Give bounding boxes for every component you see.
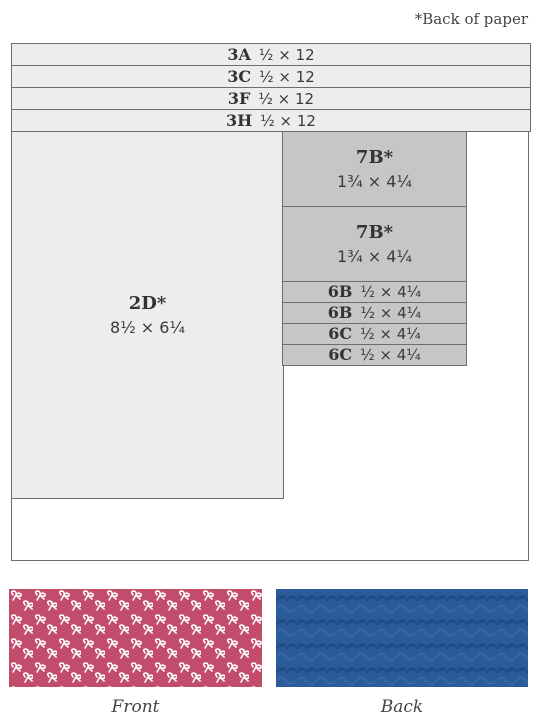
strip-3c: 3C ½ × 12 <box>11 65 531 88</box>
strip-3h: 3H ½ × 12 <box>11 109 531 132</box>
piece-7b-second: 7B* 1¾ × 4¼ <box>282 206 467 282</box>
piece-6b-first: 6B ½ × 4¼ <box>282 281 467 303</box>
piece-code: 7B* <box>355 221 394 243</box>
piece-dimension: ½ × 12 <box>259 67 315 86</box>
piece-dimension: ½ × 4¼ <box>360 325 421 343</box>
piece-6c-first: 6C ½ × 4¼ <box>282 323 467 345</box>
piece-dimension: ½ × 12 <box>258 89 315 108</box>
piece-6b-second: 6B ½ × 4¼ <box>282 302 467 324</box>
piece-dimension: ½ × 4¼ <box>360 304 422 322</box>
back-paper-swatch <box>276 589 528 687</box>
piece-dimension: ½ × 4¼ <box>360 346 421 364</box>
piece-code: 3F <box>227 88 251 108</box>
piece-code: 6B <box>327 303 353 323</box>
piece-code: 2D* <box>128 292 167 314</box>
piece-7b-first: 7B* 1¾ × 4¼ <box>282 131 467 207</box>
piece-2d: 2D* 8½ × 6¼ <box>11 131 284 499</box>
piece-code: 6B <box>327 282 353 302</box>
piece-dimension: 1¾ × 4¼ <box>337 247 412 267</box>
piece-code: 6C <box>328 345 353 365</box>
piece-dimension: ½ × 4¼ <box>360 283 422 301</box>
piece-code: 7B* <box>355 146 394 168</box>
back-caption: Back <box>380 697 424 717</box>
piece-6c-second: 6C ½ × 4¼ <box>282 344 467 366</box>
front-caption: Front <box>111 697 160 717</box>
piece-code: 3A <box>227 44 251 64</box>
piece-dimension: 1¾ × 4¼ <box>337 172 412 192</box>
piece-code: 3H <box>226 110 253 130</box>
piece-dimension: 8½ × 6¼ <box>110 318 185 338</box>
piece-dimension: ½ × 12 <box>260 111 316 130</box>
cutting-diagram-sheet: 3A ½ × 12 3C ½ × 12 3F ½ × 12 3H ½ × 12 … <box>11 43 531 561</box>
back-of-paper-note: *Back of paper <box>414 10 528 28</box>
piece-code: 6C <box>328 324 353 344</box>
strip-3a: 3A ½ × 12 <box>11 43 531 66</box>
strip-3f: 3F ½ × 12 <box>11 87 531 110</box>
piece-code: 3C <box>227 66 252 86</box>
front-paper-swatch <box>9 589 262 687</box>
piece-dimension: ½ × 12 <box>258 45 315 64</box>
